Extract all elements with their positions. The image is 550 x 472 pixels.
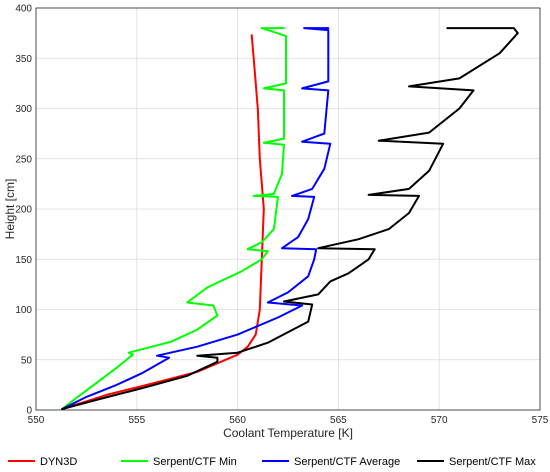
y-tick-label: 100 [15, 305, 32, 316]
tick-labels: 550 555 560 565 570 575 0 50 100 150 200 250 300 350 4… [15, 4, 548, 427]
series-line-0 [61, 34, 265, 410]
y-tick-label: 250 [15, 154, 32, 165]
x-tick-label: 560 [229, 415, 246, 426]
x-tick-label: 550 [28, 415, 45, 426]
plot-frame [35, 7, 541, 411]
x-tick-label: 575 [532, 415, 549, 426]
y-tick-label: 150 [15, 255, 32, 266]
legend-entry-label: DYN3D [40, 456, 77, 468]
x-tick-label: 565 [330, 415, 347, 426]
x-axis-label: Coolant Temperature [K] [223, 426, 353, 440]
series-line-2 [61, 27, 332, 410]
legend-entry-label: Serpent/CTF Average [294, 456, 400, 468]
y-tick-label: 400 [15, 4, 32, 15]
y-tick-label: 350 [15, 54, 32, 65]
y-tick-label: 0 [26, 406, 32, 417]
legend-entry-label: Serpent/CTF Min [153, 456, 237, 468]
y-axis-label: Height [cm] [3, 179, 17, 240]
y-tick-label: 300 [15, 104, 32, 115]
y-tick-label: 200 [15, 205, 32, 216]
legend: DYN3D Serpent/CTF Min Serpent/CTF Average S… [8, 456, 536, 468]
series-lines [61, 27, 519, 410]
x-tick-label: 555 [128, 415, 145, 426]
series-line-3 [61, 27, 519, 410]
y-tick-label: 50 [21, 355, 33, 366]
legend-entry-label: Serpent/CTF Max [449, 456, 536, 468]
grid-lines [35, 7, 541, 411]
x-tick-label: 570 [431, 415, 448, 426]
series-line-1 [61, 27, 287, 410]
